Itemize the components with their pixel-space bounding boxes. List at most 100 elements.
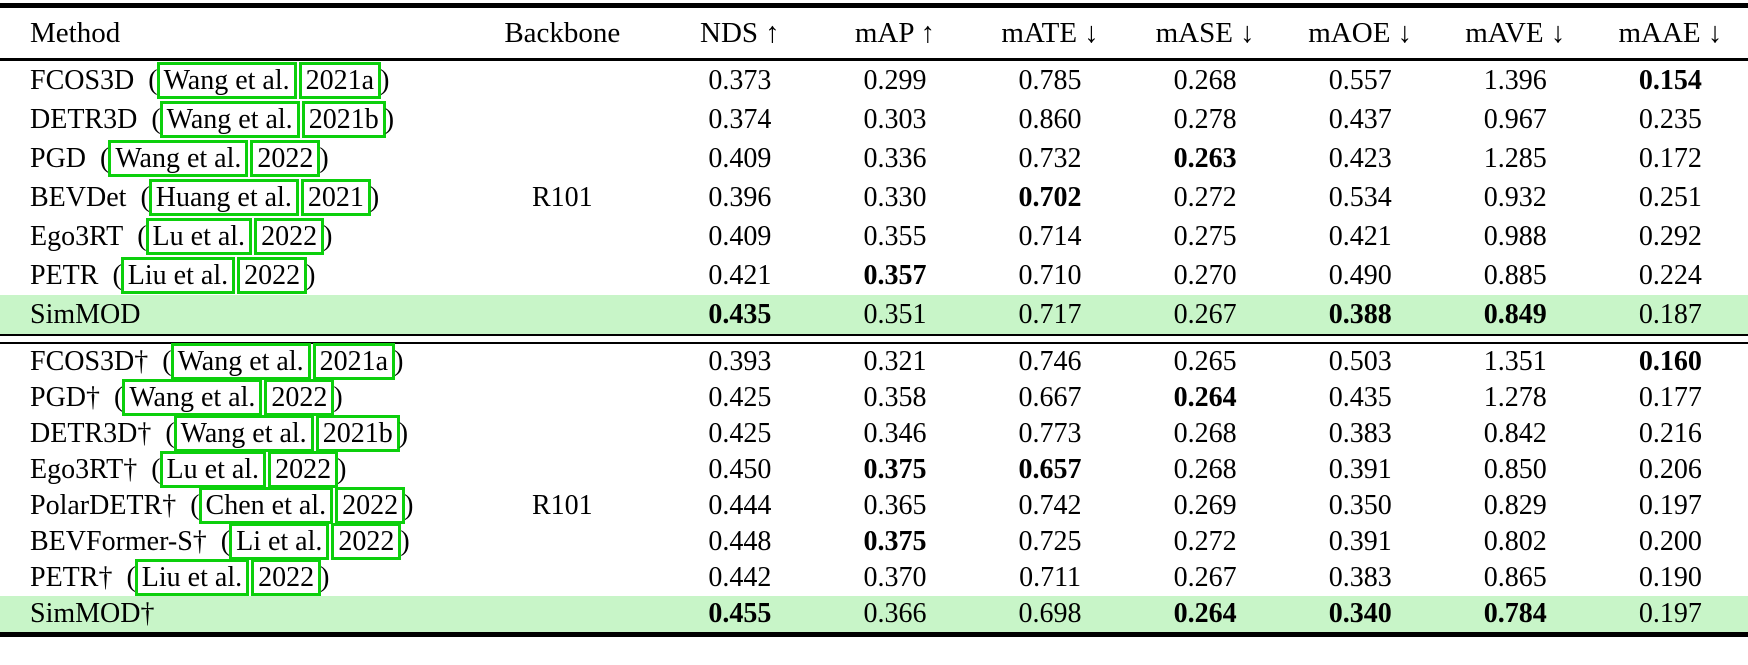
col-header-backbone: Backbone [462,5,663,61]
metric-value-cell: 0.388 [1282,295,1438,335]
method-cell: BEVDet (Huang et al. 2021) [0,178,462,217]
metric-value-cell: 0.710 [1018,259,1082,291]
method-cell: PETR (Liu et al. 2022) [0,256,462,295]
metric-value-cell: 0.190 [1638,562,1702,593]
metric-value-cell: 0.725 [1018,526,1082,557]
backbone-cell [462,524,662,560]
metric-value-cell: 0.350 [1328,490,1392,521]
table-row: Ego3RT (Lu et al. 2022) 0.409 0.355 0.714 0.… [0,217,1748,256]
citation-link-author[interactable]: Wang et al. [156,61,297,99]
backbone-cell [462,416,662,452]
metric-value-cell: 0.177 [1638,382,1702,413]
method-name: PGD† [30,382,101,413]
citation-link-year[interactable]: 2022 [251,559,322,597]
citation-link-author[interactable]: Wang et al. [170,343,311,381]
metric-value-cell: 0.409 [708,142,772,174]
citation-link-year[interactable]: 2021a [298,61,382,99]
citation-link-year[interactable]: 2021b [301,100,386,138]
table-row: PETR (Liu et al. 2022) 0.421 0.357 0.710 0.2… [0,256,1748,295]
metric-value-cell: 0.773 [1018,418,1082,449]
citation-link-author[interactable]: Huang et al. [148,178,299,216]
citation-link-author[interactable]: Liu et al. [120,256,236,294]
backbone-cell [462,60,662,101]
metric-value-cell: 0.444 [708,490,772,521]
citation-link-year[interactable]: 2021 [300,178,371,216]
citation-link-year[interactable]: 2022 [237,256,308,294]
citation-link-year[interactable]: 2022 [254,217,325,255]
method-name: DETR3D† [30,418,152,449]
metric-value-cell: 0.455 [662,596,818,635]
metric-value-cell: 0.154 [1638,64,1702,96]
backbone-cell [462,100,662,139]
citation-link-author[interactable]: Chen et al. [198,487,334,525]
citation-link-author[interactable]: Liu et al. [134,559,250,597]
method-cell: BEVFormer-S† (Li et al. 2022) [0,523,462,561]
citation-link-author[interactable]: Wang et al. [108,139,249,177]
metric-value-cell: 0.268 [1173,64,1237,96]
metric-value-cell: 0.865 [1483,562,1547,593]
method-name: BEVDet [30,181,127,213]
metric-value-cell: 0.264 [1173,382,1237,413]
metric-value-cell: 0.272 [1173,181,1237,213]
citation-link-year[interactable]: 2022 [335,487,406,525]
citation-link-year[interactable]: 2022 [250,139,321,177]
method-cell: SimMOD† [0,596,463,635]
metric-value-cell: 0.442 [708,562,772,593]
method-name: BEVFormer-S† [30,526,207,557]
metric-value-cell: 0.263 [1173,142,1237,174]
metric-value-cell: 0.448 [708,526,772,557]
metric-value-cell: 0.265 [1173,346,1237,377]
metric-value-cell: 0.393 [708,346,772,377]
metric-value-cell: 0.235 [1638,103,1702,135]
col-header-maae: mAAE ↓ [1592,5,1748,61]
metric-value-cell: 0.988 [1483,220,1547,252]
metric-value-cell: 0.365 [863,490,927,521]
method-cell: PGD† (Wang et al. 2022) [0,379,462,417]
metric-value-cell: 0.340 [1282,596,1438,635]
metric-value-cell: 0.374 [708,103,772,135]
citation-link-author[interactable]: Wang et al. [173,415,314,453]
metric-value-cell: 0.197 [1592,596,1748,635]
metric-value-cell: 0.375 [863,526,927,557]
metric-value-cell: 0.206 [1638,454,1702,485]
metric-value-cell: 0.269 [1173,490,1237,521]
col-header-method: Method [0,5,463,61]
citation-link-author[interactable]: Wang et al. [122,379,263,417]
citation-link-author[interactable]: Li et al. [229,523,330,561]
metric-value-cell: 0.732 [1018,142,1082,174]
method-cell: FCOS3D (Wang et al. 2021a) [0,60,462,101]
metric-value-cell: 0.383 [1328,418,1392,449]
citation-link-year[interactable]: 2022 [264,379,335,417]
table-row: BEVFormer-S† (Li et al. 2022) 0.448 0.375 0… [0,523,1748,561]
metric-value-cell: 0.270 [1173,259,1237,291]
method-name: SimMOD [30,298,141,330]
citation-link-author[interactable]: Wang et al. [159,100,300,138]
citation-link-year[interactable]: 2022 [331,523,402,561]
metric-value-cell: 0.850 [1483,454,1547,485]
metric-value-cell: 0.391 [1328,454,1392,485]
method-cell: FCOS3D† (Wang et al. 2021a) [0,343,462,381]
metric-value-cell: 0.425 [708,382,772,413]
citation-link-author[interactable]: Lu et al. [145,217,253,255]
citation-link-author[interactable]: Lu et al. [159,451,267,489]
group-separator [0,334,1748,344]
citation-link-year[interactable]: 2022 [268,451,339,489]
metric-value-cell: 0.267 [1127,295,1283,335]
metric-value-cell: 0.698 [972,596,1128,635]
metric-value-cell: 0.885 [1483,259,1547,291]
table-row: PolarDETR† (Chen et al. 2022) R101 0.444 0.… [0,487,1748,525]
metric-value-cell: 0.358 [863,382,927,413]
table-header: Method Backbone NDS ↑ mAP ↑ mATE ↓ mASE … [0,5,1748,61]
table-body: FCOS3D (Wang et al. 2021a) 0.373 0.299 0.78… [0,60,1748,635]
group-separator-rule [0,334,1748,344]
citation-link-year[interactable]: 2021b [315,415,400,453]
citation-link-year[interactable]: 2021a [312,343,396,381]
metric-value-cell: 0.409 [708,220,772,252]
metric-value-cell: 0.421 [1328,220,1392,252]
metric-value-cell: 0.503 [1328,346,1392,377]
table-row: FCOS3D† (Wang et al. 2021a) 0.393 0.321 0.7… [0,343,1748,381]
backbone-cell [462,452,662,488]
table-row: FCOS3D (Wang et al. 2021a) 0.373 0.299 0.78… [0,60,1748,101]
backbone-cell [462,256,662,295]
metric-value-cell: 0.829 [1483,490,1547,521]
